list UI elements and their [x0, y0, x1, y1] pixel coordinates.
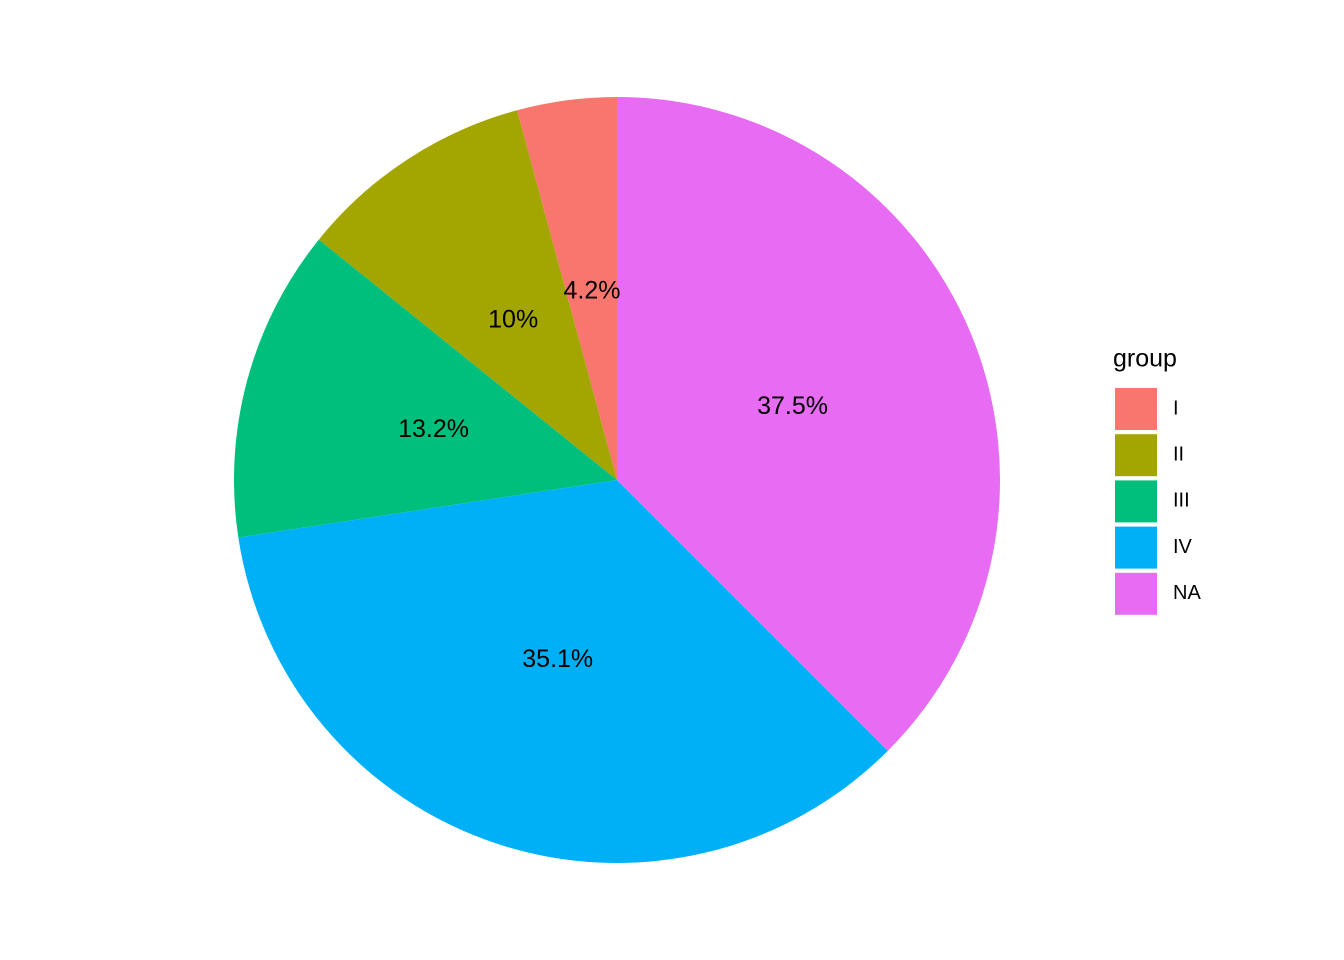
value-label: 35.1% [522, 645, 593, 673]
legend-key [1115, 526, 1157, 569]
legend-label: IV [1173, 536, 1193, 558]
legend-label: NA [1173, 582, 1201, 604]
pie-slice [318, 110, 617, 480]
legend-key [1115, 572, 1157, 615]
legend-key [1115, 434, 1157, 477]
legend-label: III [1173, 490, 1190, 512]
pie-slice [517, 97, 617, 480]
legend-label: II [1173, 443, 1184, 465]
pie-slice [238, 480, 888, 863]
legend-key [1115, 388, 1157, 430]
legend-key [1115, 480, 1157, 523]
pie-slice [233, 239, 617, 538]
legend-label: I [1173, 397, 1179, 419]
value-label: 13.2% [398, 415, 469, 443]
value-label: 37.5% [757, 392, 828, 420]
value-label: 10% [488, 305, 538, 333]
pie-slice [617, 97, 1001, 751]
legend-title: group [1113, 345, 1177, 373]
value-label: 4.2% [564, 276, 621, 304]
